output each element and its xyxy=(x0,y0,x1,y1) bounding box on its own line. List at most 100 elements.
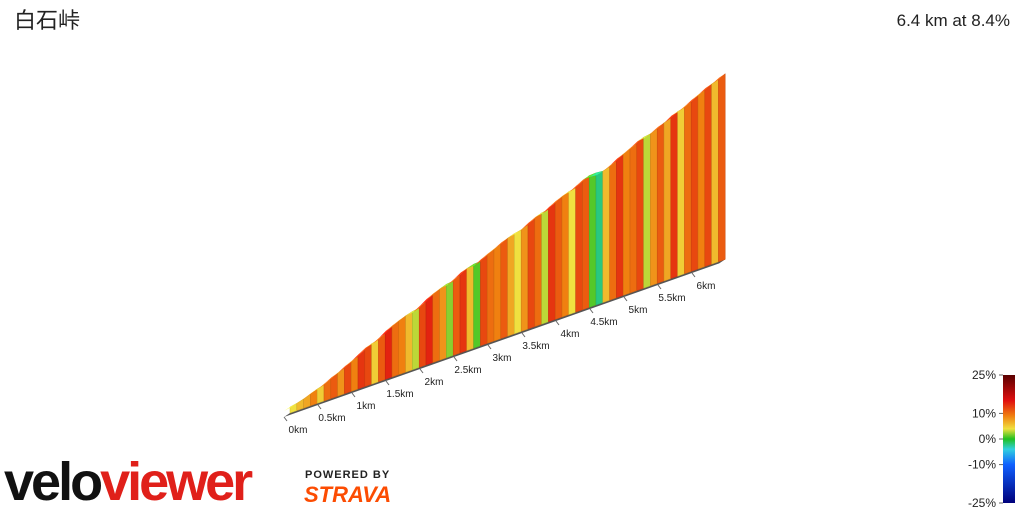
x-tick xyxy=(283,416,288,422)
segment-top xyxy=(664,111,678,123)
colorbar-tick-label: 25% xyxy=(972,368,996,382)
segment xyxy=(486,248,495,344)
segment-top xyxy=(583,172,596,180)
x-tick xyxy=(589,308,594,314)
segment-top xyxy=(413,301,426,313)
powered-by: POWERED BY xyxy=(305,469,390,481)
colorbar xyxy=(1003,375,1015,503)
segment xyxy=(595,170,604,306)
segment-top xyxy=(692,90,705,100)
segment-top xyxy=(522,218,535,229)
segment xyxy=(697,89,706,270)
segment xyxy=(452,274,461,356)
segment-top xyxy=(420,294,433,306)
segment-top xyxy=(379,326,392,338)
x-tick-label: 5.5km xyxy=(658,293,685,304)
segment xyxy=(391,320,400,378)
segment xyxy=(663,117,672,282)
title: 白石峠 xyxy=(14,8,80,33)
x-tick xyxy=(351,392,356,398)
segment xyxy=(554,196,563,320)
segment xyxy=(588,172,597,308)
segment xyxy=(609,160,617,301)
segment-top xyxy=(481,249,494,260)
segment-top xyxy=(542,202,556,214)
x-tick-label: 2km xyxy=(425,377,444,388)
x-tick-label: 4km xyxy=(561,329,580,340)
segment-top xyxy=(651,122,664,133)
x-tick-label: 4.5km xyxy=(590,317,617,328)
segment-top xyxy=(712,73,726,84)
segment-top xyxy=(637,133,651,142)
x-tick xyxy=(657,284,662,290)
segment-top xyxy=(549,196,562,207)
segment-top xyxy=(338,362,352,373)
colorbar-tick-label: -10% xyxy=(968,458,996,472)
segment xyxy=(371,339,379,385)
segment-top xyxy=(399,311,413,320)
segment xyxy=(418,301,427,368)
segment xyxy=(718,73,726,263)
x-tick-label: 1km xyxy=(357,401,376,412)
segment-top xyxy=(392,315,406,326)
segment xyxy=(650,128,658,287)
segment xyxy=(520,224,529,332)
segment xyxy=(378,333,386,383)
x-tick xyxy=(623,296,628,302)
segment xyxy=(350,356,359,392)
x-tick-label: 3km xyxy=(493,353,512,364)
segment-top xyxy=(624,143,637,154)
x-tick xyxy=(691,272,696,278)
segment-top xyxy=(658,118,671,127)
segment xyxy=(643,133,651,289)
segment xyxy=(398,315,406,375)
segment-top xyxy=(460,264,474,273)
segment xyxy=(561,191,570,318)
segment xyxy=(507,233,515,337)
x-tick-label: 0km xyxy=(289,425,308,436)
x-tick xyxy=(487,344,492,350)
segment xyxy=(316,384,325,404)
colorbar-tick-label: 10% xyxy=(972,406,996,420)
x-tick-label: 2.5km xyxy=(454,365,481,376)
segment-top xyxy=(324,373,338,384)
segment-top xyxy=(447,275,460,286)
logo: veloviewer xyxy=(4,452,253,512)
segment-top xyxy=(590,171,603,177)
segment-top xyxy=(474,255,488,266)
segment xyxy=(412,307,420,371)
segment-top xyxy=(678,101,692,112)
segment-top xyxy=(644,128,658,138)
x-tick xyxy=(555,320,560,326)
segment-top xyxy=(331,368,345,378)
segment-top xyxy=(494,238,508,249)
segment xyxy=(602,166,610,303)
segment xyxy=(514,229,522,335)
segment xyxy=(384,326,393,380)
segment-top xyxy=(352,350,365,361)
segment-top xyxy=(569,181,583,192)
segment-top xyxy=(698,84,712,95)
segment xyxy=(582,175,590,311)
segment xyxy=(466,263,474,351)
segment-top xyxy=(358,343,372,355)
segment xyxy=(527,217,536,330)
segment xyxy=(459,267,468,354)
segment-top xyxy=(318,379,331,389)
subtitle: 6.4 km at 8.4% xyxy=(897,11,1010,30)
x-tick-label: 1.5km xyxy=(386,389,413,400)
segment-top xyxy=(345,356,358,366)
segment-top xyxy=(284,403,297,411)
segment xyxy=(636,136,644,291)
x-tick xyxy=(317,404,322,410)
segment xyxy=(711,79,719,265)
colorbar-tick-label: -25% xyxy=(968,496,996,510)
segment xyxy=(670,111,678,279)
strava: STRAVA xyxy=(304,482,391,507)
segment xyxy=(677,107,685,277)
segment xyxy=(480,254,488,347)
segment xyxy=(534,212,542,327)
segment-top xyxy=(685,95,698,106)
segment-top xyxy=(610,154,624,166)
segment xyxy=(357,349,366,390)
